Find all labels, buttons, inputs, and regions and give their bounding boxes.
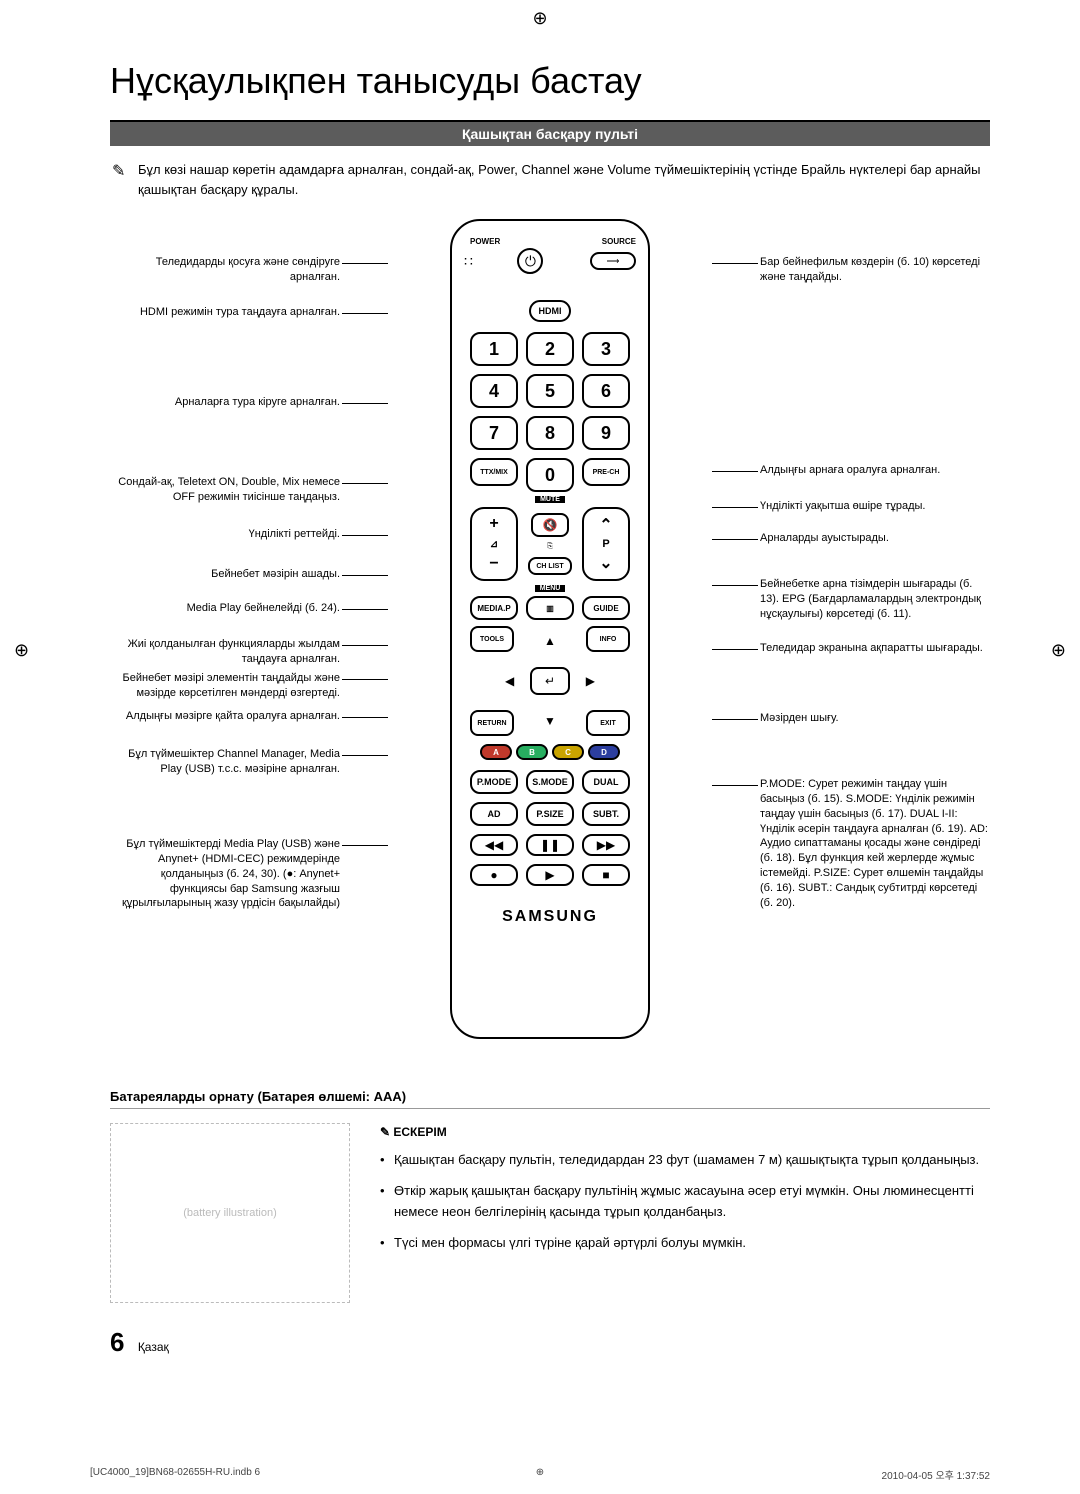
battery-illustration: (battery illustration) bbox=[110, 1123, 350, 1303]
page-language: Қазақ bbox=[138, 1340, 169, 1354]
callout-right: Теледидар экранына ақпаратты шығарады. bbox=[760, 641, 990, 656]
channel-rocker[interactable]: ⌃ P ⌄ bbox=[582, 507, 630, 581]
page-footer: 6 Қазақ bbox=[110, 1327, 990, 1358]
page-title: Нұсқаулықпен танысуды бастау bbox=[110, 60, 990, 102]
callout-left: Бұл түймешіктерді Media Play (USB) және … bbox=[110, 837, 340, 911]
mediap-button[interactable]: MEDIA.P bbox=[470, 596, 518, 620]
manual-page: Нұсқаулықпен танысуды бастау Қашықтан ба… bbox=[0, 0, 1080, 1398]
brand-logo: SAMSUNG bbox=[464, 908, 636, 926]
notes-list: Қашықтан басқару пультін, теледидардан 2… bbox=[380, 1150, 990, 1253]
callout-left: Бұл түймешіктер Channel Manager, Media P… bbox=[110, 747, 340, 777]
psize-button[interactable]: P.SIZE bbox=[526, 802, 574, 826]
prech-button[interactable]: PRE-CH bbox=[582, 458, 630, 486]
mute-label: MUTE bbox=[535, 496, 565, 503]
callout-right: Арналарды ауыстырады. bbox=[760, 531, 990, 546]
note-item: Түсі мен формасы үлгі түріне қарай әртүр… bbox=[394, 1233, 990, 1254]
nav-left[interactable]: ◀ bbox=[505, 674, 514, 688]
callout-left: Арналарға тура кіруге арналған. bbox=[110, 395, 340, 410]
callout-right: Үнділікті уақытша өшіре тұрады. bbox=[760, 499, 990, 514]
color-a-button[interactable]: A bbox=[480, 744, 512, 760]
subt-button[interactable]: SUBT. bbox=[582, 802, 630, 826]
callout-left: Бейнебет мәзірі элементін таңдайды және … bbox=[110, 671, 340, 701]
play-button[interactable]: ▶ bbox=[526, 864, 574, 886]
number-pad: 123 456 789 bbox=[470, 332, 630, 450]
callout-right: Мәзірден шығу. bbox=[760, 711, 990, 726]
callout-left: Теледидарды қосуға және сөндіруге арналғ… bbox=[110, 255, 340, 285]
pmode-button[interactable]: P.MODE bbox=[470, 770, 518, 794]
remote-outline: POWER SOURCE ∷ ⏻ ⟶ HDMI 123 456 789 TTX/MI… bbox=[450, 219, 650, 1039]
note-item: Қашықтан басқару пультін, теледидардан 2… bbox=[394, 1150, 990, 1171]
callout-right: Бейнебетке арна тізімдерін шығарады (б. … bbox=[760, 577, 990, 622]
smode-button[interactable]: S.MODE bbox=[526, 770, 574, 794]
color-d-button[interactable]: D bbox=[588, 744, 620, 760]
callout-left: Сондай-ақ, Teletext ON, Double, Mix неме… bbox=[110, 475, 340, 505]
fastfwd-button[interactable]: ▶▶ bbox=[582, 834, 630, 856]
color-b-button[interactable]: B bbox=[516, 744, 548, 760]
power-label: POWER bbox=[470, 237, 500, 246]
braille-dots: ∷ bbox=[464, 253, 471, 270]
num-1[interactable]: 1 bbox=[470, 332, 518, 366]
enter-button[interactable]: ↵ bbox=[530, 667, 570, 695]
pause-button[interactable]: ❚❚ bbox=[526, 834, 574, 856]
num-2[interactable]: 2 bbox=[526, 332, 574, 366]
num-5[interactable]: 5 bbox=[526, 374, 574, 408]
callout-left: Үнділікті реттейді. bbox=[110, 527, 340, 542]
indb-filename: [UC4000_19]BN68-02655H-RU.indb 6 bbox=[90, 1467, 260, 1482]
callout-left: Media Play бейнелейді (б. 24). bbox=[110, 601, 340, 616]
callout-left: Жиі қолданылған функцияларды жылдам таңд… bbox=[110, 637, 340, 667]
chlist-button[interactable]: CH LIST bbox=[528, 557, 572, 575]
callout-left: Алдыңғы мәзірге қайта оралуға арналған. bbox=[110, 709, 340, 724]
rewind-button[interactable]: ◀◀ bbox=[470, 834, 518, 856]
guide-button[interactable]: GUIDE bbox=[582, 596, 630, 620]
crop-mark-bottom: ⊕ bbox=[536, 1467, 544, 1478]
note-heading: ЕСКЕРІМ bbox=[380, 1123, 990, 1142]
ad-button[interactable]: AD bbox=[470, 802, 518, 826]
page-number: 6 bbox=[110, 1327, 124, 1357]
callout-left: Бейнебет мәзірін ашады. bbox=[110, 567, 340, 582]
nav-cluster: TOOLS INFO RETURN EXIT ▲ ▼ ◀ ▶ ↵ bbox=[470, 626, 630, 736]
dual-button[interactable]: DUAL bbox=[582, 770, 630, 794]
mode-buttons: P.MODE S.MODE DUAL AD P.SIZE SUBT. bbox=[470, 770, 630, 826]
playback-buttons: ◀◀ ❚❚ ▶▶ ● ▶ ■ bbox=[470, 834, 630, 886]
intro-text: Бұл көзі нашар көретін адамдарға арналға… bbox=[138, 160, 990, 199]
num-7[interactable]: 7 bbox=[470, 416, 518, 450]
callout-right: Бар бейнефильм көздерін (б. 10) көрсетед… bbox=[760, 255, 990, 285]
color-c-button[interactable]: C bbox=[552, 744, 584, 760]
num-9[interactable]: 9 bbox=[582, 416, 630, 450]
volume-rocker[interactable]: + ⊿ − bbox=[470, 507, 518, 581]
print-timestamp: 2010-04-05 오후 1:37:52 bbox=[882, 1467, 990, 1482]
callout-right: Алдыңғы арнаға оралуға арналған. bbox=[760, 463, 990, 478]
record-button[interactable]: ● bbox=[470, 864, 518, 886]
nav-down[interactable]: ▼ bbox=[544, 714, 556, 728]
remote-diagram: Теледидарды қосуға және сөндіруге арналғ… bbox=[110, 219, 990, 1069]
mute-button[interactable]: 🔇 bbox=[531, 513, 569, 537]
section-header: Қашықтан басқару пульті bbox=[110, 120, 990, 146]
battery-heading: Батареяларды орнату (Батарея өлшемі: AAA… bbox=[110, 1089, 990, 1109]
menu-button[interactable]: ▥ bbox=[526, 596, 574, 620]
power-button[interactable]: ⏻ bbox=[517, 248, 543, 274]
num-3[interactable]: 3 bbox=[582, 332, 630, 366]
print-metadata: [UC4000_19]BN68-02655H-RU.indb 6 ⊕ 2010-… bbox=[90, 1467, 990, 1482]
callout-right: P.MODE: Сурет режимін таңдау үшін басыңы… bbox=[760, 777, 990, 911]
source-label: SOURCE bbox=[602, 237, 636, 246]
notes-column: ЕСКЕРІМ Қашықтан басқару пультін, теледи… bbox=[380, 1123, 990, 1303]
callout-left: HDMI режимін тура таңдауға арналған. bbox=[110, 305, 340, 320]
nav-up[interactable]: ▲ bbox=[544, 634, 556, 648]
color-buttons: ABCD bbox=[480, 744, 620, 760]
num-4[interactable]: 4 bbox=[470, 374, 518, 408]
num-8[interactable]: 8 bbox=[526, 416, 574, 450]
num-6[interactable]: 6 bbox=[582, 374, 630, 408]
note-item: Өткір жарық қашықтан басқару пультінің ж… bbox=[394, 1181, 990, 1223]
source-button[interactable]: ⟶ bbox=[590, 252, 636, 270]
num-0[interactable]: 0 bbox=[526, 458, 574, 492]
nav-right[interactable]: ▶ bbox=[586, 674, 595, 688]
hdmi-button[interactable]: HDMI bbox=[529, 300, 571, 322]
ttx-button[interactable]: TTX/MIX bbox=[470, 458, 518, 486]
menu-label: MENU bbox=[535, 585, 565, 592]
stop-button[interactable]: ■ bbox=[582, 864, 630, 886]
